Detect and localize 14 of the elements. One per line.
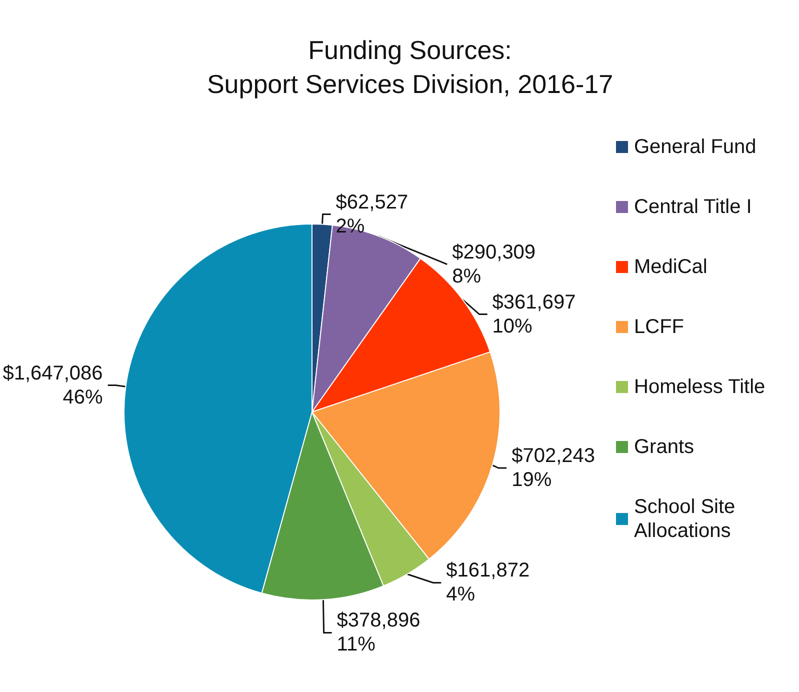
data-label: $702,243 19% xyxy=(512,445,595,491)
legend-label: MediCal xyxy=(634,256,708,278)
legend-label: General Fund xyxy=(634,136,756,158)
data-label: $1,647,086 46% xyxy=(2,362,104,408)
data-label: $378,896 11% xyxy=(336,610,420,656)
legend-label: School Site Allocations xyxy=(634,496,741,542)
data-label: $161,872 4% xyxy=(446,560,530,606)
legend-label: LCFF xyxy=(634,316,684,338)
legend-label: Homeless Title xyxy=(634,376,766,398)
chart-title: Funding Sources: Support Services Division, 2016-17 xyxy=(206,35,614,99)
data-label: $361,697 10% xyxy=(492,291,576,338)
legend-label: Central Title I xyxy=(634,196,752,218)
legend-label: Grants xyxy=(634,436,694,458)
data-label: $290,309 8% xyxy=(452,241,536,288)
